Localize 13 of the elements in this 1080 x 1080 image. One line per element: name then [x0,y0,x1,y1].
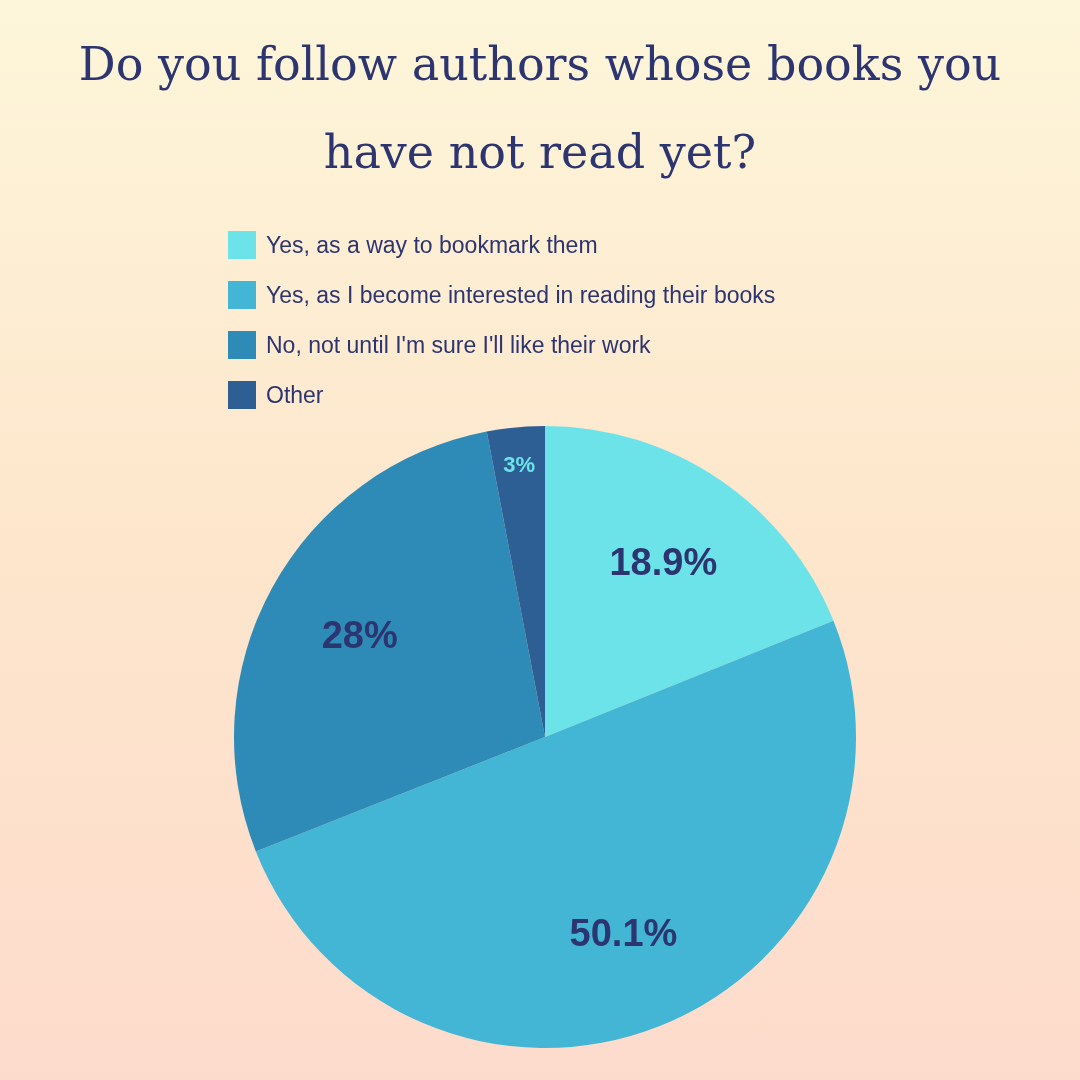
pie-slice [545,426,834,737]
pie-slice [255,620,856,1048]
pie-slice [234,431,545,852]
data-label: 50.1% [569,912,678,955]
legend-label: Yes, as I become interested in reading their books [266,281,776,309]
data-label: 18.9% [609,540,718,583]
pie-slice [486,426,545,737]
legend-label: Yes, as a way to bookmark them [266,231,598,259]
data-label: 3% [503,452,536,478]
chart-title: Do you follow authors whose books you have not read yet? [77,36,1003,181]
legend-label: No, not until I'm sure I'll like their work [266,331,651,359]
data-label: 28% [321,614,398,657]
legend-label: Other [266,381,324,409]
